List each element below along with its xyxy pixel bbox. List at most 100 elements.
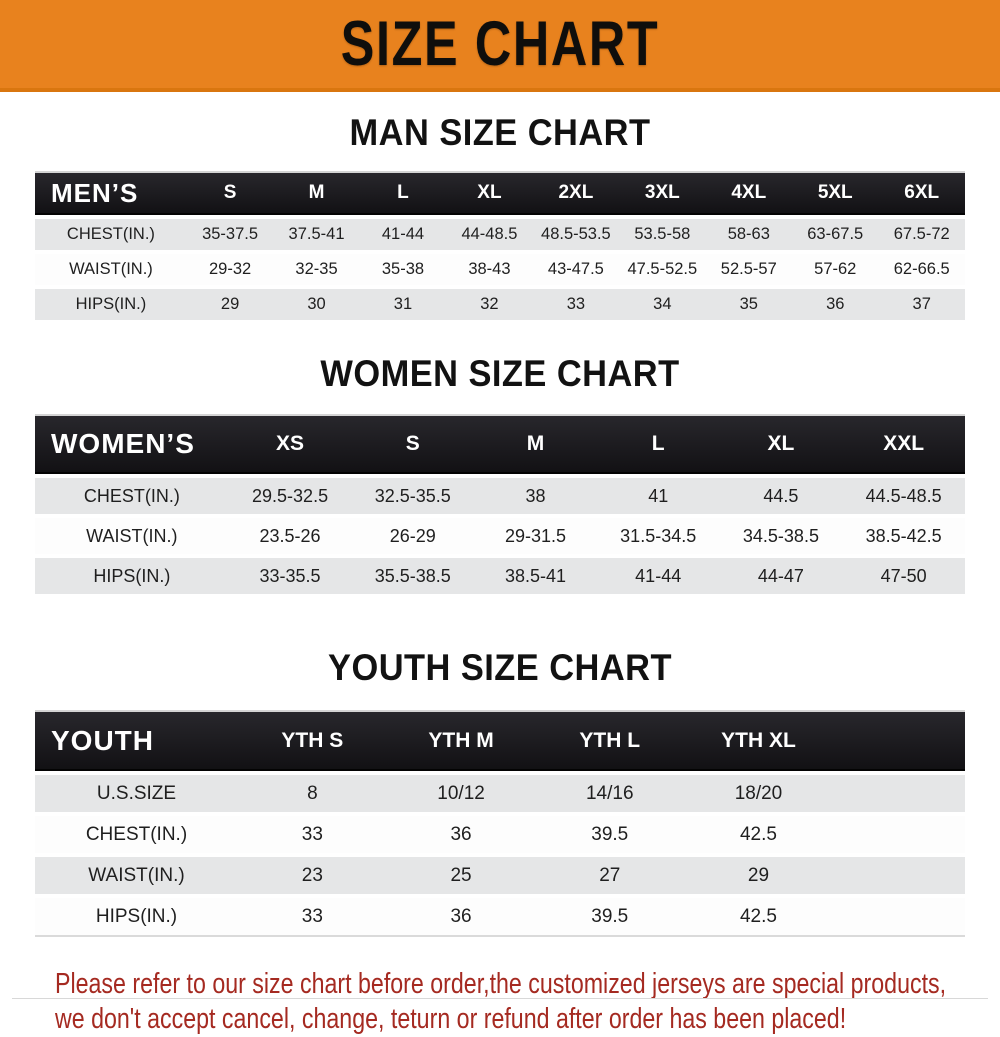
women-size-value: 41-44 (596, 558, 720, 594)
men-group-label: MEN’S (35, 171, 187, 215)
men-size-value: 32-35 (273, 254, 360, 285)
youth-measurement-row: WAIST(IN.) 23 25 27 29 (35, 857, 965, 894)
women-row-label: HIPS(IN.) (35, 558, 229, 594)
men-size-value: 41-44 (359, 219, 447, 250)
disclaimer: Please refer to our size chart before or… (55, 967, 1000, 1037)
women-table-body: CHEST(IN.) 29.5-32.5 32.5-35.5 38 41 44.5 44.5… (35, 478, 965, 594)
men-size-value: 48.5-53.5 (532, 219, 620, 250)
page-title: SIZE CHART (340, 9, 660, 79)
men-size-value: 52.5-57 (705, 254, 793, 285)
men-size-value: 67.5-72 (878, 219, 965, 250)
men-size-column-header: 5XL (792, 171, 879, 215)
men-size-value: 63-67.5 (792, 219, 879, 250)
youth-size-value: 33 (238, 816, 387, 853)
men-size-value: 58-63 (705, 219, 793, 250)
youth-measurement-row: U.S.SIZE 8 10/12 14/16 18/20 (35, 775, 965, 812)
men-size-column-header: M (273, 171, 360, 215)
youth-row-filler (832, 898, 965, 937)
men-measurement-row: CHEST(IN.) 35-37.5 37.5-41 41-44 44-48.5 48.5… (35, 219, 965, 250)
men-table-header: MEN’S S M L XL 2XL 3XL 4XL 5XL 6XL (35, 171, 965, 215)
youth-size-value: 42.5 (684, 816, 833, 853)
men-size-value: 29 (186, 289, 274, 320)
men-header-row: MEN’S S M L XL 2XL 3XL 4XL 5XL 6XL (35, 171, 965, 215)
youth-row-label: U.S.SIZE (35, 775, 238, 812)
women-measurement-row: WAIST(IN.) 23.5-26 26-29 29-31.5 31.5-34.5 34… (35, 518, 965, 554)
women-size-value: 41 (596, 478, 720, 514)
men-size-value: 35-37.5 (186, 219, 274, 250)
women-size-value: 35.5-38.5 (351, 558, 475, 594)
youth-header-row: YOUTH YTH S YTH M YTH L YTH XL (35, 710, 965, 771)
men-size-value: 37 (878, 289, 965, 320)
youth-row-filler (832, 816, 965, 853)
women-size-value: 33-35.5 (228, 558, 352, 594)
youth-size-table: YOUTH YTH S YTH M YTH L YTH XL U.S.SIZE 8 10/1… (35, 706, 965, 941)
youth-header-filler (832, 710, 965, 771)
women-size-column-header: XL (719, 414, 843, 474)
men-size-value: 29-32 (186, 254, 274, 285)
men-size-value: 47.5-52.5 (619, 254, 706, 285)
women-row-label: WAIST(IN.) (35, 518, 229, 554)
women-size-value: 26-29 (351, 518, 475, 554)
men-size-column-header: L (359, 171, 447, 215)
women-row-label: CHEST(IN.) (35, 478, 229, 514)
youth-measurement-row: CHEST(IN.) 33 36 39.5 42.5 (35, 816, 965, 853)
youth-measurement-row: HIPS(IN.) 33 36 39.5 42.5 (35, 898, 965, 937)
men-size-column-header: S (186, 171, 274, 215)
women-size-value: 38 (474, 478, 597, 514)
women-size-value: 32.5-35.5 (351, 478, 475, 514)
men-size-column-header: 3XL (619, 171, 706, 215)
men-row-label: CHEST(IN.) (35, 219, 187, 250)
youth-size-value: 29 (684, 857, 833, 894)
youth-size-column-header: YTH M (386, 710, 536, 771)
youth-size-column-header: YTH XL (684, 710, 833, 771)
men-section-heading: MAN SIZE CHART (349, 112, 651, 153)
youth-size-value: 36 (386, 816, 536, 853)
women-table-header: WOMEN’S XS S M L XL XXL (35, 414, 965, 474)
women-size-value: 38.5-41 (474, 558, 597, 594)
youth-size-value: 8 (238, 775, 387, 812)
men-size-value: 34 (619, 289, 706, 320)
men-table-body: CHEST(IN.) 35-37.5 37.5-41 41-44 44-48.5 48.5… (35, 219, 965, 320)
men-size-value: 33 (532, 289, 620, 320)
men-size-column-header: 4XL (705, 171, 793, 215)
men-size-value: 35 (705, 289, 793, 320)
men-size-value: 31 (359, 289, 447, 320)
women-measurement-row: CHEST(IN.) 29.5-32.5 32.5-35.5 38 41 44.5 44.5… (35, 478, 965, 514)
women-size-value: 47-50 (842, 558, 965, 594)
men-size-value: 32 (446, 289, 533, 320)
youth-size-value: 39.5 (535, 816, 685, 853)
women-size-column-header: XXL (842, 414, 965, 474)
youth-size-value: 39.5 (535, 898, 685, 937)
men-size-value: 37.5-41 (273, 219, 360, 250)
men-size-value: 57-62 (792, 254, 879, 285)
men-size-value: 35-38 (359, 254, 447, 285)
youth-size-value: 23 (238, 857, 387, 894)
men-size-value: 62-66.5 (878, 254, 965, 285)
disclaimer-line-2: we don't accept cancel, change, teturn o… (55, 1003, 847, 1035)
men-row-label: WAIST(IN.) (35, 254, 187, 285)
women-size-value: 38.5-42.5 (842, 518, 965, 554)
men-row-label: HIPS(IN.) (35, 289, 187, 320)
youth-size-value: 25 (386, 857, 536, 894)
men-size-table: MEN’S S M L XL 2XL 3XL 4XL 5XL 6XL CHEST(IN.) 35-3… (35, 167, 965, 324)
women-size-value: 23.5-26 (228, 518, 352, 554)
women-group-label: WOMEN’S (35, 414, 229, 474)
women-header-row: WOMEN’S XS S M L XL XXL (35, 414, 965, 474)
men-size-value: 44-48.5 (446, 219, 533, 250)
men-size-column-header: XL (446, 171, 533, 215)
youth-group-label: YOUTH (35, 710, 238, 771)
youth-table-body: U.S.SIZE 8 10/12 14/16 18/20 CHEST(IN.) 33 36 39… (35, 775, 965, 937)
women-size-value: 29-31.5 (474, 518, 597, 554)
youth-size-value: 33 (238, 898, 387, 937)
youth-row-label: WAIST(IN.) (35, 857, 238, 894)
youth-size-value: 10/12 (386, 775, 536, 812)
youth-size-value: 14/16 (535, 775, 685, 812)
women-measurement-row: HIPS(IN.) 33-35.5 35.5-38.5 38.5-41 41-44 44-… (35, 558, 965, 594)
youth-table-header: YOUTH YTH S YTH M YTH L YTH XL (35, 710, 965, 771)
men-size-value: 38-43 (446, 254, 533, 285)
women-size-column-header: XS (228, 414, 352, 474)
youth-section-heading: YOUTH SIZE CHART (328, 647, 672, 688)
youth-row-filler (832, 775, 965, 812)
women-size-value: 44-47 (719, 558, 843, 594)
women-size-column-header: L (596, 414, 720, 474)
